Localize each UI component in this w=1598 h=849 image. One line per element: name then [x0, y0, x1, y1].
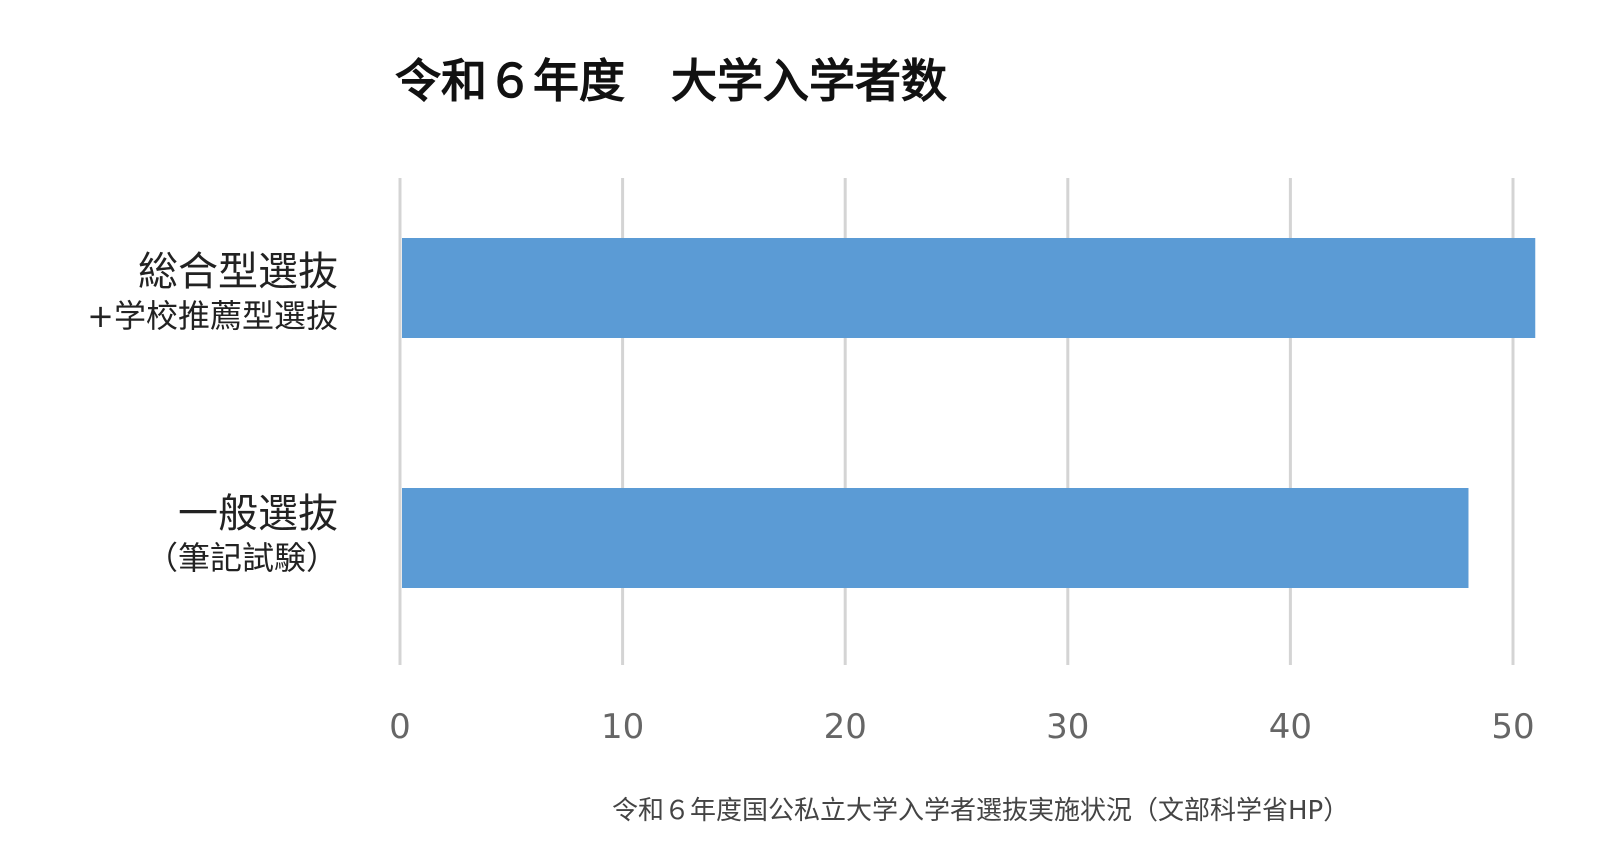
category-label-1-line1: 一般選抜 [178, 491, 338, 537]
x-tick-label-0: 0 [389, 707, 411, 747]
category-label-0: 総合型選抜 +学校推薦型選抜 [87, 248, 338, 336]
bar-0 [402, 238, 1536, 338]
chart-title: 令和６年度 大学入学者数 [395, 54, 947, 108]
x-tick-label-2: 20 [824, 707, 867, 747]
x-tick-label-4: 40 [1269, 707, 1312, 747]
x-tick-label-5: 50 [1491, 707, 1534, 747]
category-label-0-line2: +学校推薦型選抜 [87, 297, 338, 335]
source-note: 令和６年度国公私立大学入学者選抜実施状況（文部科学省HP） [612, 796, 1350, 826]
x-tick-label-1: 10 [601, 707, 644, 747]
category-label-0-line1: 総合型選抜 [138, 249, 338, 295]
category-label-1: 一般選抜 （筆記試験） [146, 490, 338, 578]
category-label-1-line2: （筆記試験） [145, 539, 338, 577]
bar-1 [402, 488, 1469, 588]
x-tick-label-3: 30 [1046, 707, 1089, 747]
